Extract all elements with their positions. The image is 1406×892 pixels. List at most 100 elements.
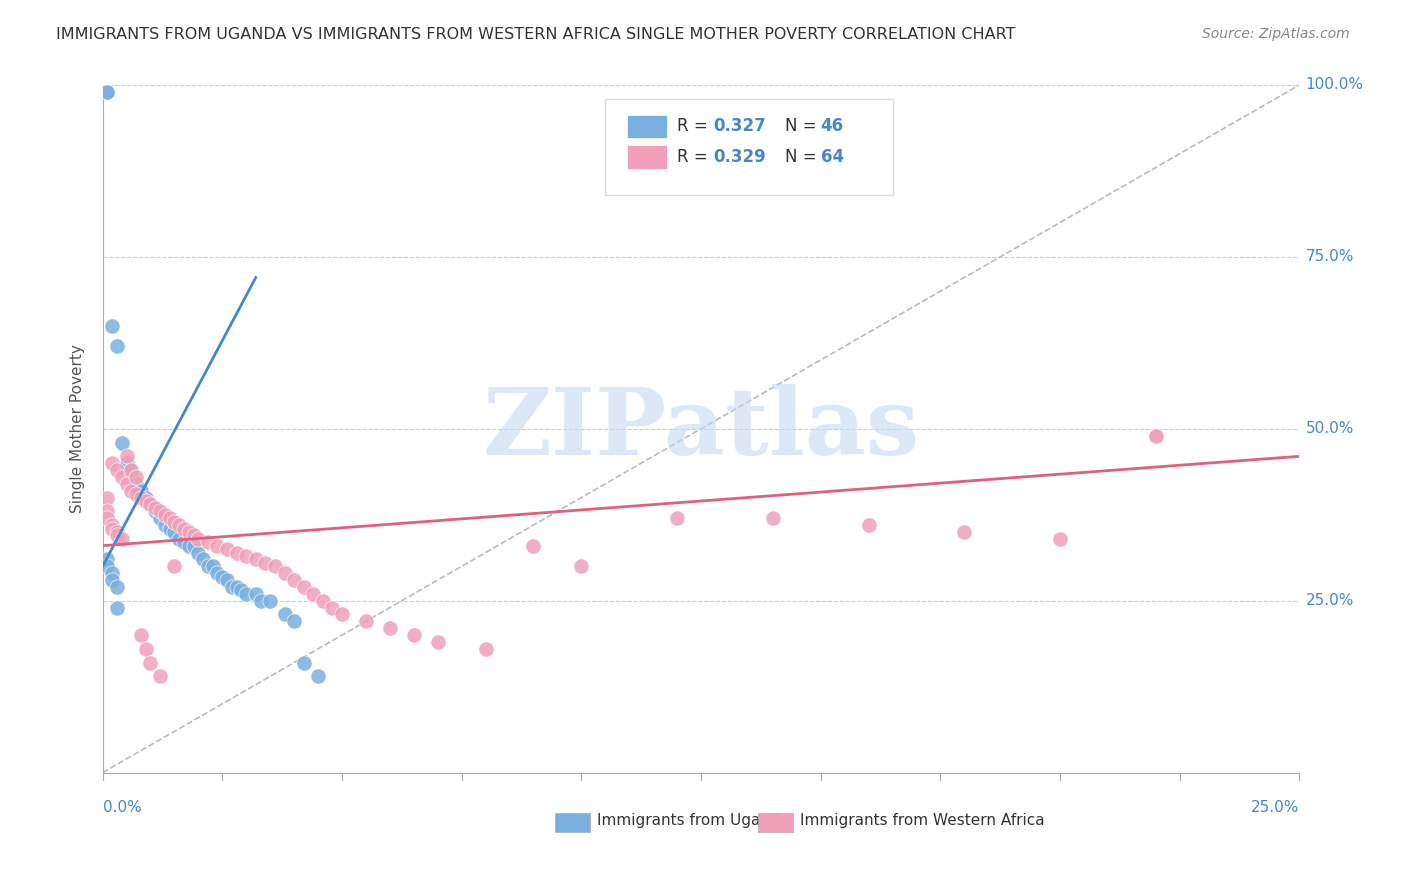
FancyBboxPatch shape — [627, 114, 668, 138]
Point — [197, 535, 219, 549]
Point — [105, 524, 128, 539]
Point — [167, 518, 190, 533]
Point — [129, 491, 152, 505]
Point — [105, 463, 128, 477]
Point — [201, 559, 224, 574]
Text: IMMIGRANTS FROM UGANDA VS IMMIGRANTS FROM WESTERN AFRICA SINGLE MOTHER POVERTY C: IMMIGRANTS FROM UGANDA VS IMMIGRANTS FRO… — [56, 27, 1015, 42]
Point — [96, 85, 118, 99]
Point — [191, 552, 214, 566]
Text: Immigrants from Western Africa: Immigrants from Western Africa — [800, 814, 1045, 829]
Point — [149, 504, 172, 518]
Point — [135, 491, 157, 505]
Point — [183, 528, 205, 542]
Point — [96, 491, 118, 505]
Point — [273, 566, 295, 581]
Point — [177, 524, 200, 539]
Point — [207, 566, 229, 581]
Point — [321, 600, 343, 615]
Point — [143, 500, 166, 515]
Point — [187, 545, 209, 559]
Point — [183, 539, 205, 553]
Point — [354, 615, 377, 629]
Point — [264, 559, 287, 574]
Point — [215, 542, 238, 557]
Point — [167, 532, 190, 546]
Point — [173, 521, 195, 535]
Point — [163, 515, 186, 529]
Point — [292, 656, 315, 670]
Text: 100.0%: 100.0% — [1305, 78, 1364, 93]
Point — [163, 524, 186, 539]
Point — [569, 559, 592, 574]
Point — [120, 483, 142, 498]
Point — [96, 504, 118, 518]
Point — [111, 532, 134, 546]
Point — [101, 518, 124, 533]
Point — [96, 559, 118, 574]
Point — [215, 573, 238, 587]
Point — [254, 556, 277, 570]
Text: 46: 46 — [821, 117, 844, 136]
Point — [1144, 428, 1167, 442]
Point — [762, 511, 785, 525]
Text: R =: R = — [678, 148, 713, 166]
Point — [129, 628, 152, 642]
FancyBboxPatch shape — [627, 145, 668, 169]
Point — [231, 583, 253, 598]
Point — [858, 518, 880, 533]
Text: Source: ZipAtlas.com: Source: ZipAtlas.com — [1202, 27, 1350, 41]
Point — [283, 573, 305, 587]
Point — [177, 539, 200, 553]
Text: 0.0%: 0.0% — [103, 800, 142, 815]
Point — [101, 521, 124, 535]
Point — [235, 587, 257, 601]
Text: Immigrants from Uganda: Immigrants from Uganda — [598, 814, 789, 829]
Point — [474, 641, 496, 656]
Point — [273, 607, 295, 622]
Point — [235, 549, 257, 563]
Point — [211, 569, 233, 583]
Text: 25.0%: 25.0% — [1251, 800, 1299, 815]
Point — [143, 504, 166, 518]
Point — [96, 85, 118, 99]
Text: 0.329: 0.329 — [713, 148, 766, 166]
Text: 25.0%: 25.0% — [1305, 593, 1354, 608]
Point — [173, 535, 195, 549]
Point — [139, 498, 162, 512]
Point — [249, 593, 271, 607]
Point — [159, 511, 181, 525]
Point — [522, 539, 544, 553]
Point — [125, 487, 148, 501]
Point — [292, 580, 315, 594]
Point — [96, 85, 118, 99]
Point — [120, 463, 142, 477]
Point — [221, 580, 243, 594]
Point — [245, 552, 267, 566]
Point — [101, 573, 124, 587]
Text: Single Mother Poverty: Single Mother Poverty — [70, 344, 84, 513]
Point — [105, 580, 128, 594]
Text: N =: N = — [785, 117, 821, 136]
Point — [111, 435, 134, 450]
Point — [207, 539, 229, 553]
FancyBboxPatch shape — [758, 813, 793, 832]
Text: 75.0%: 75.0% — [1305, 250, 1354, 264]
Point — [101, 318, 124, 333]
Point — [312, 593, 335, 607]
Point — [101, 566, 124, 581]
Point — [378, 621, 401, 635]
Point — [153, 508, 176, 522]
Point — [96, 85, 118, 99]
Point — [105, 339, 128, 353]
Text: ZIPatlas: ZIPatlas — [482, 384, 920, 474]
Point — [139, 498, 162, 512]
Point — [105, 600, 128, 615]
Point — [125, 476, 148, 491]
Point — [115, 450, 138, 464]
Point — [139, 656, 162, 670]
Point — [1049, 532, 1071, 546]
Text: 0.327: 0.327 — [713, 117, 766, 136]
Point — [159, 521, 181, 535]
Point — [163, 559, 186, 574]
Point — [115, 456, 138, 470]
